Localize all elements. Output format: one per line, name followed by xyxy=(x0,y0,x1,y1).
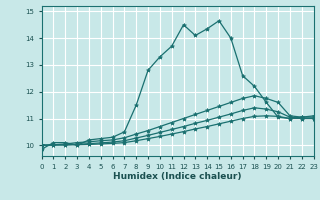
X-axis label: Humidex (Indice chaleur): Humidex (Indice chaleur) xyxy=(113,172,242,181)
